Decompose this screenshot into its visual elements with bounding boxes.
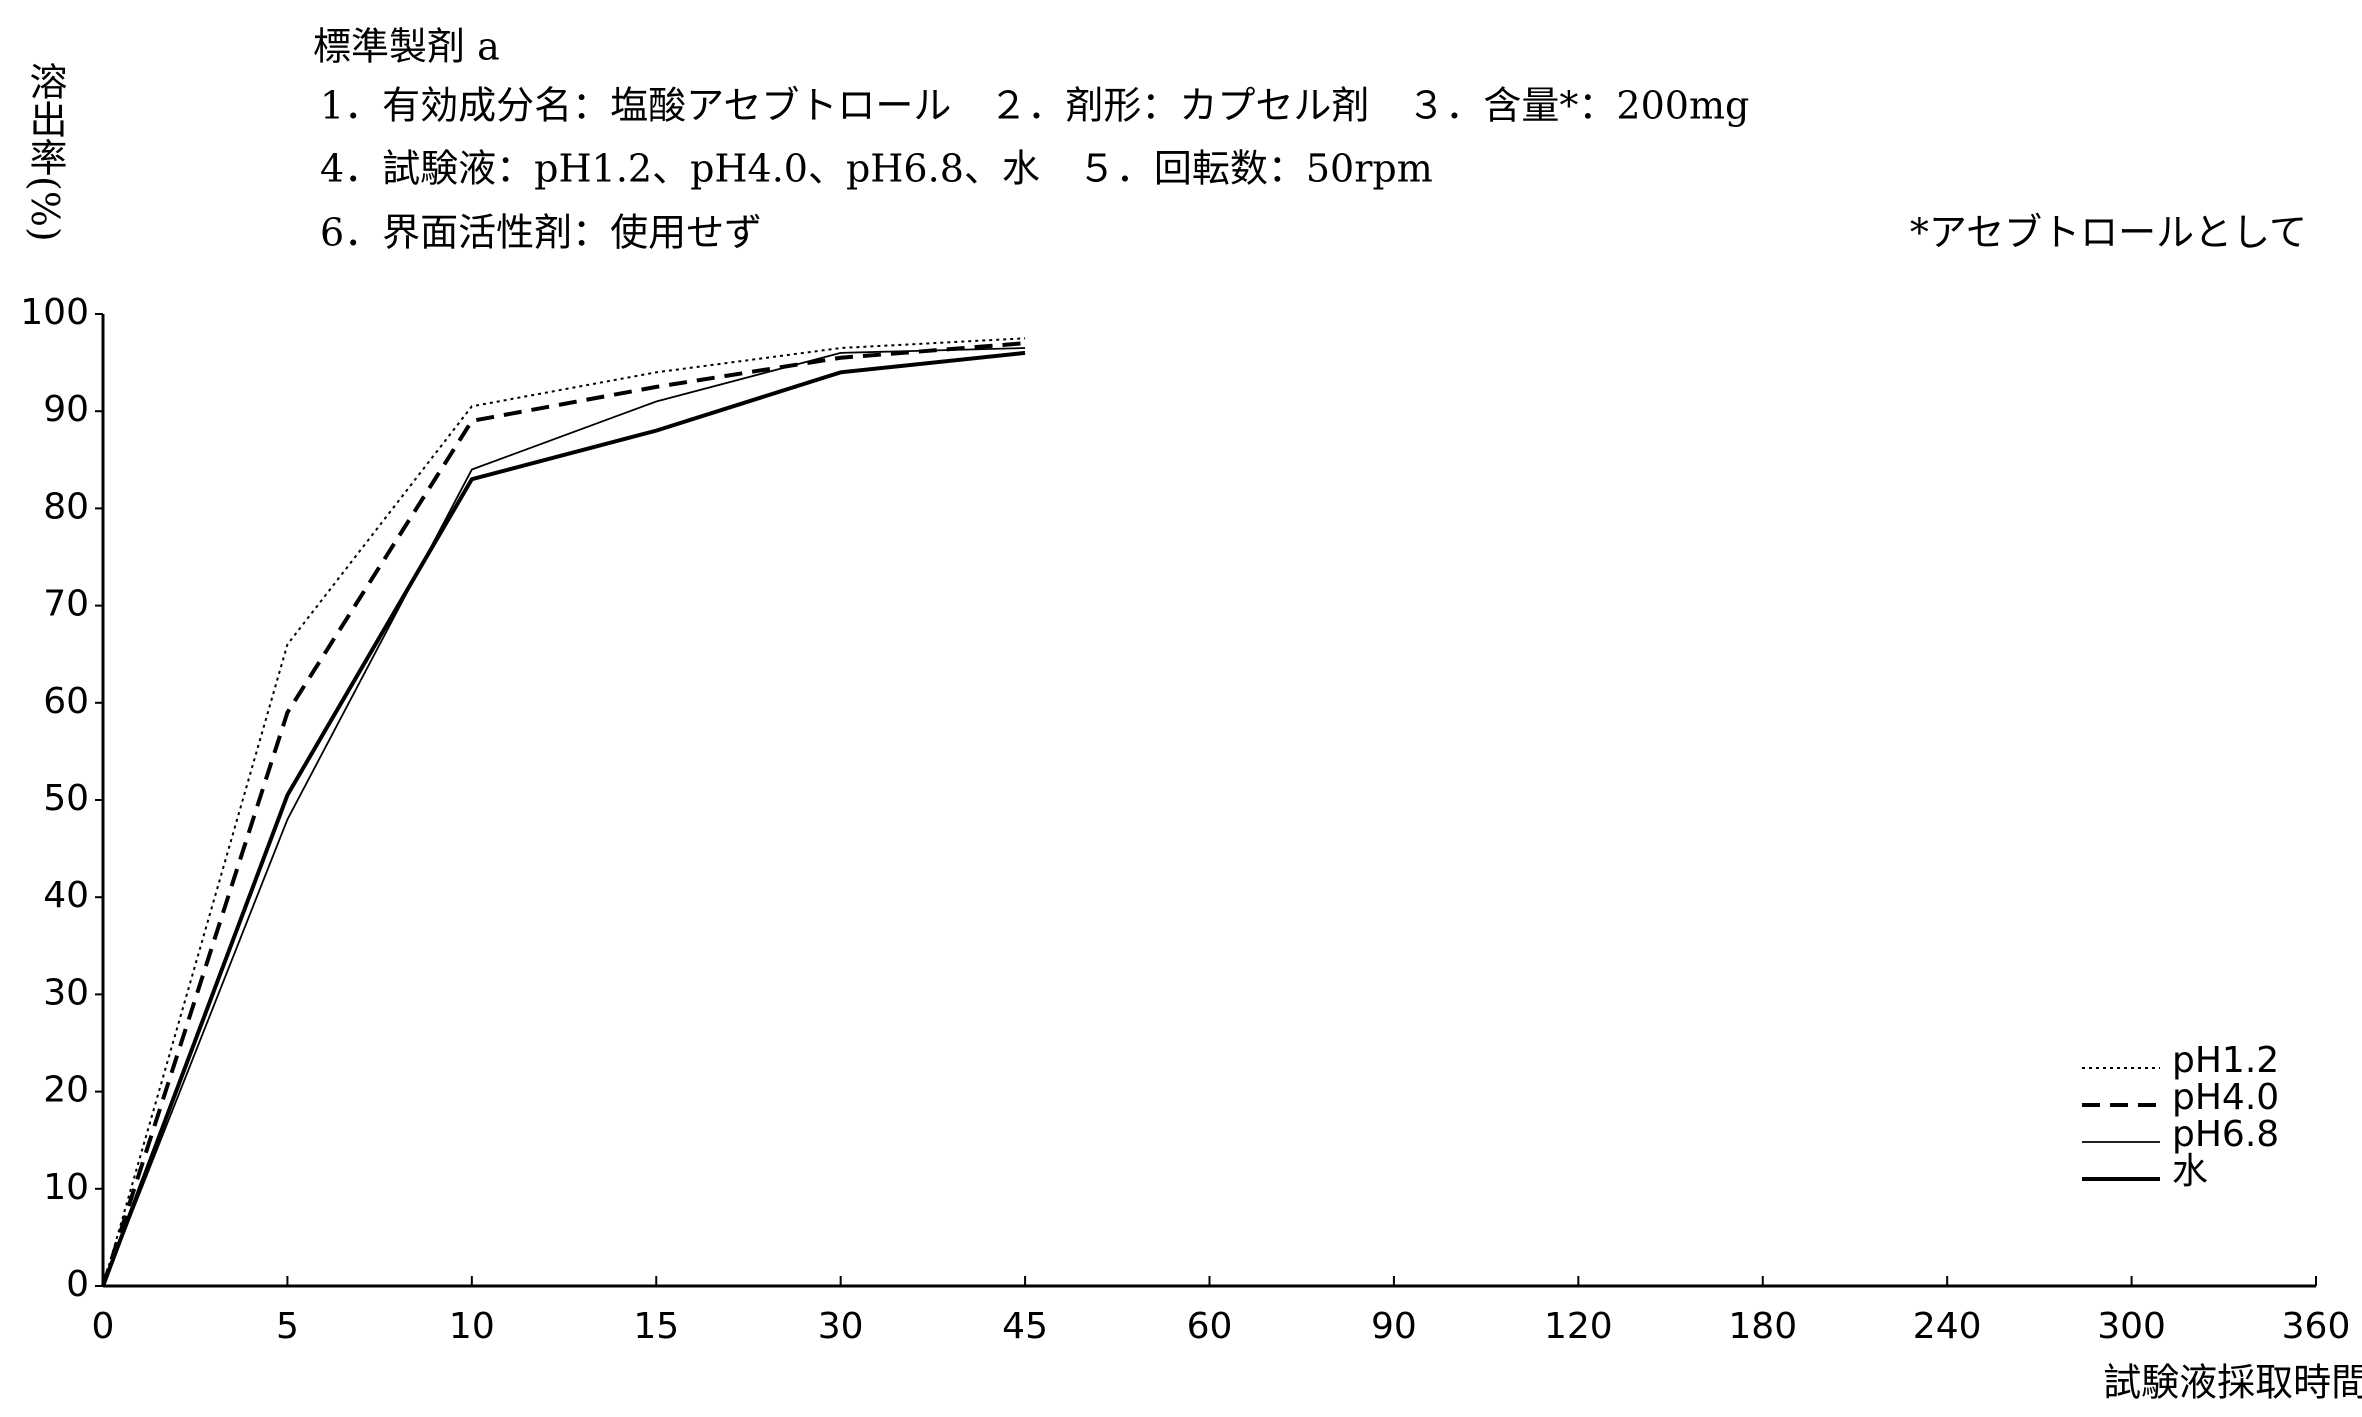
legend-label: 水 [2172, 1151, 2208, 1192]
x-tick-label: 360 [2282, 1306, 2351, 1347]
legend-label: pH6.8 [2172, 1114, 2279, 1155]
y-tick-label: 20 [43, 1070, 89, 1111]
y-tick-label: 10 [43, 1167, 89, 1208]
x-tick-label: 180 [1728, 1306, 1797, 1347]
y-tick-label: 50 [43, 778, 89, 819]
x-tick-label: 15 [633, 1306, 679, 1347]
x-tick-label: 60 [1187, 1306, 1233, 1347]
x-tick-label: 0 [92, 1306, 115, 1347]
y-tick-label: 0 [66, 1264, 89, 1305]
y-tick-label: 90 [43, 389, 89, 430]
y-tick-label: 60 [43, 681, 89, 722]
subtitle: 6．界面活性剤：使用せず [320, 211, 762, 255]
y-tick-label: 100 [20, 292, 89, 333]
x-tick-label: 90 [1371, 1306, 1417, 1347]
series-line [101, 350, 1026, 1287]
x-tick-label: 120 [1544, 1306, 1613, 1347]
x-axis-label: 試験液採取時間(分) [2103, 1361, 2362, 1405]
series-line [102, 347, 1026, 1287]
y-axis-label: 溶出率(%) [23, 62, 67, 242]
series-line [101, 341, 1026, 1287]
x-tick-label: 30 [818, 1306, 864, 1347]
subtitle: 4．試験液：pH1.2、pH4.0、pH6.8、水 ５．回転数：50rpm [320, 147, 1433, 191]
x-tick-label: 5 [276, 1306, 299, 1347]
x-tick-label: 10 [449, 1306, 495, 1347]
y-tick-label: 40 [43, 875, 89, 916]
y-tick-label: 30 [43, 972, 89, 1013]
x-tick-label: 240 [1913, 1306, 1982, 1347]
note: *アセブトロールとして [1910, 211, 2307, 255]
series-line [102, 337, 1026, 1287]
x-tick-label: 300 [2097, 1306, 2166, 1347]
chart-title: 標準製剤 a [313, 25, 500, 69]
y-tick-label: 80 [43, 486, 89, 527]
legend-label: pH4.0 [2172, 1077, 2279, 1118]
x-tick-label: 45 [1002, 1306, 1048, 1347]
y-tick-label: 70 [43, 584, 89, 625]
legend-label: pH1.2 [2172, 1040, 2279, 1081]
subtitle: 1．有効成分名：塩酸アセブトロール ２．剤形：カプセル剤 ３．含量*：200mg [320, 84, 1749, 128]
